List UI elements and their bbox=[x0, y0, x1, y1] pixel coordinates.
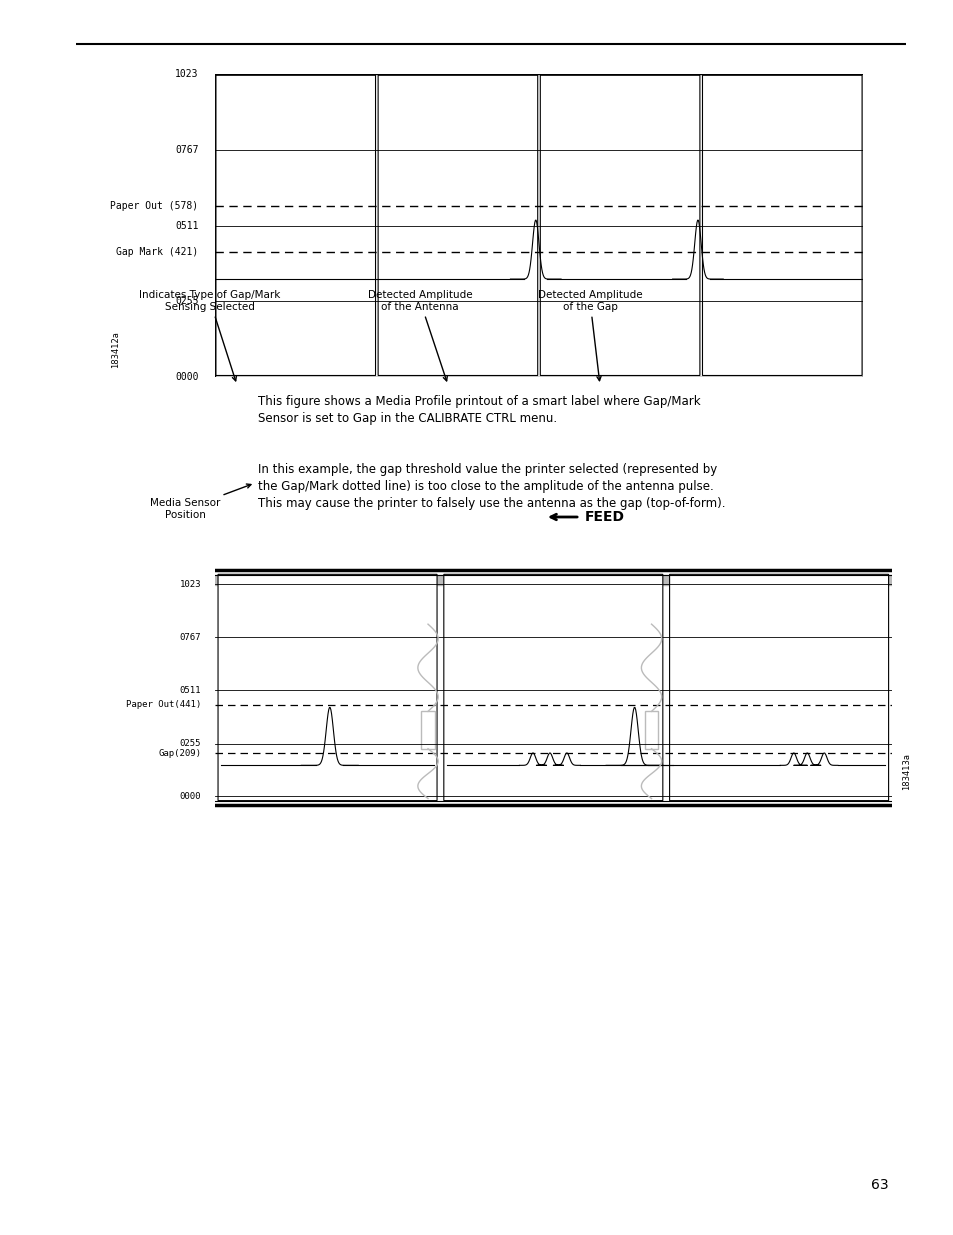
Bar bbox=[214, 576, 891, 584]
Text: 183412a: 183412a bbox=[111, 331, 120, 368]
Text: Detected Amplitude
of the Antenna: Detected Amplitude of the Antenna bbox=[367, 290, 472, 380]
Text: Detected Amplitude
of the Gap: Detected Amplitude of the Gap bbox=[537, 290, 641, 380]
Text: 0255: 0255 bbox=[179, 739, 201, 748]
Text: 63: 63 bbox=[870, 1178, 888, 1192]
Text: FEED: FEED bbox=[584, 510, 624, 524]
FancyBboxPatch shape bbox=[644, 711, 658, 748]
FancyBboxPatch shape bbox=[214, 74, 862, 377]
Text: 0511: 0511 bbox=[174, 221, 198, 231]
FancyBboxPatch shape bbox=[377, 75, 537, 375]
Text: Media Sensor
Position: Media Sensor Position bbox=[150, 484, 251, 520]
Text: 0000: 0000 bbox=[179, 792, 201, 802]
Text: 183413a: 183413a bbox=[902, 753, 910, 790]
FancyBboxPatch shape bbox=[443, 574, 662, 800]
FancyBboxPatch shape bbox=[669, 574, 887, 800]
Text: Indicates Type of Gap/Mark
Sensing Selected: Indicates Type of Gap/Mark Sensing Selec… bbox=[139, 290, 280, 380]
Text: This figure shows a Media Profile printout of a smart label where Gap/Mark
Senso: This figure shows a Media Profile printo… bbox=[257, 395, 700, 425]
Text: 0511: 0511 bbox=[179, 685, 201, 695]
Text: 0000: 0000 bbox=[174, 372, 198, 382]
Text: In this example, the gap threshold value the printer selected (represented by
th: In this example, the gap threshold value… bbox=[257, 463, 724, 510]
Text: Paper Out(441): Paper Out(441) bbox=[126, 700, 201, 709]
Text: 1023: 1023 bbox=[174, 69, 198, 79]
Text: Gap Mark (421): Gap Mark (421) bbox=[116, 247, 198, 257]
Text: 0767: 0767 bbox=[179, 632, 201, 642]
FancyBboxPatch shape bbox=[218, 574, 436, 800]
Text: 0255: 0255 bbox=[174, 296, 198, 306]
FancyBboxPatch shape bbox=[539, 75, 700, 375]
Text: Paper Out (578): Paper Out (578) bbox=[111, 201, 198, 211]
Text: 0767: 0767 bbox=[174, 144, 198, 154]
FancyBboxPatch shape bbox=[215, 75, 375, 375]
Text: Gap(209): Gap(209) bbox=[158, 748, 201, 757]
FancyBboxPatch shape bbox=[421, 711, 435, 748]
Text: 1023: 1023 bbox=[179, 579, 201, 589]
FancyBboxPatch shape bbox=[701, 75, 862, 375]
